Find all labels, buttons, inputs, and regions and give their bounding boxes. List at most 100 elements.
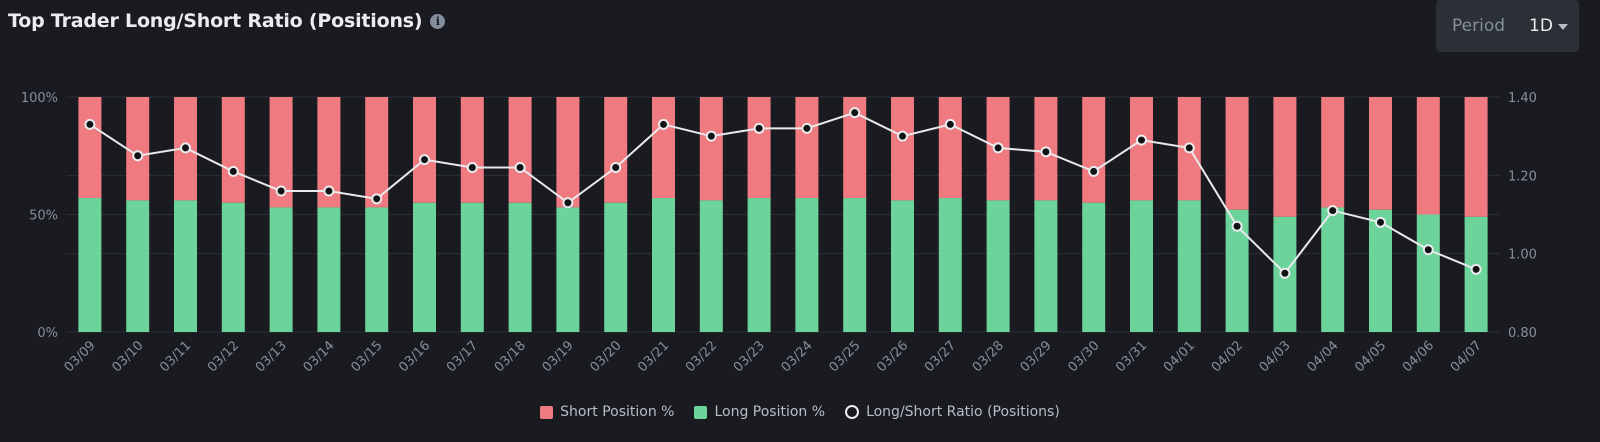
short-bar (652, 97, 675, 199)
x-tick-label: 03/22 (683, 338, 720, 375)
short-bar (938, 97, 962, 199)
short-bar (699, 97, 723, 201)
y-right-tick-label: 1.20 (1508, 169, 1537, 184)
short-bar (269, 97, 293, 208)
long-bar (413, 202, 436, 332)
ratio-point (466, 162, 478, 173)
ratio-point (753, 122, 765, 134)
y-right-tick-label: 1.00 (1508, 248, 1537, 263)
chevron-down-icon[interactable] (1557, 24, 1568, 30)
ratio-point (1040, 146, 1052, 158)
ratio-point (1136, 134, 1147, 146)
ratio-point (562, 197, 574, 209)
long-bar (317, 207, 341, 332)
long-bar (843, 198, 867, 332)
short-swatch-icon (540, 405, 554, 419)
long-swatch-icon (694, 405, 708, 419)
ratio-point (1375, 216, 1386, 228)
long-bar (747, 198, 771, 332)
long-bar (1177, 200, 1201, 332)
long-bar (604, 202, 628, 332)
long-bar (795, 198, 819, 332)
chart-legend: Short Position % Long Position % Long/Sh… (0, 404, 1600, 420)
short-bar (1416, 97, 1440, 215)
ratio-point (1470, 263, 1482, 275)
x-tick-label: 03/16 (396, 338, 433, 375)
ratio-point (371, 193, 383, 205)
short-bar (556, 97, 580, 208)
x-tick-label: 04/07 (1448, 338, 1485, 375)
ratio-point (132, 150, 144, 162)
ratio-point (944, 118, 956, 130)
period-value[interactable]: 1D (1529, 16, 1553, 36)
y-right-tick-label: 0.80 (1508, 326, 1537, 341)
short-bar (1273, 97, 1297, 217)
ratio-point (275, 185, 287, 197)
x-tick-label: 03/11 (157, 338, 194, 375)
long-bar (508, 202, 532, 332)
short-bar (317, 97, 341, 208)
x-tick-label: 03/10 (109, 338, 146, 375)
period-label: Period (1452, 16, 1506, 36)
ratio-point (1088, 165, 1100, 177)
ratio-point (1183, 142, 1195, 154)
long-bar (174, 200, 197, 332)
short-bar (604, 97, 628, 203)
legend-item-ratio[interactable]: Long/Short Ratio (Positions) (845, 404, 1060, 420)
legend-item-short[interactable]: Short Position % (540, 404, 674, 420)
chart-header: Top Trader Long/Short Ratio (Positions) … (8, 10, 446, 32)
y-left-tick-label: 0% (37, 326, 58, 341)
short-bar (1082, 97, 1106, 203)
y-left-tick-label: 100% (21, 91, 58, 106)
ratio-point (849, 107, 861, 119)
x-tick-label: 03/27 (922, 338, 959, 375)
x-tick-label: 03/12 (205, 338, 242, 375)
info-icon[interactable]: i (430, 13, 446, 29)
legend-label-short: Short Position % (560, 404, 675, 420)
ratio-point (1422, 244, 1434, 256)
long-bar (1130, 200, 1153, 332)
short-bar (1369, 97, 1392, 210)
long-short-chart: 0% 50% 100% 0.80 1.00 1.20 1.40 03/09 03/10 03/11… (21, 91, 1537, 375)
ratio-point (227, 165, 239, 177)
long-bar (1321, 207, 1345, 332)
x-tick-label: 03/26 (874, 338, 911, 375)
x-tick-label: 03/29 (1018, 338, 1055, 375)
x-tick-label: 03/24 (779, 338, 816, 375)
long-bar (1034, 200, 1058, 332)
period-selector[interactable]: Period 1D (1436, 0, 1579, 52)
long-bar (891, 200, 914, 332)
x-tick-label: 04/03 (1257, 338, 1294, 375)
short-bar (78, 97, 102, 199)
long-bar (1225, 209, 1249, 332)
x-tick-label: 04/05 (1352, 338, 1389, 375)
chart-title: Top Trader Long/Short Ratio (Positions) (8, 10, 423, 32)
long-bar (269, 207, 293, 332)
long-bar (1082, 202, 1106, 332)
long-bar (1369, 209, 1392, 332)
ratio-point (992, 142, 1004, 154)
x-tick-label: 03/28 (970, 338, 1007, 375)
x-tick-label: 03/09 (62, 338, 99, 375)
ratio-point (84, 118, 96, 130)
short-bar (747, 97, 771, 199)
legend-label-long: Long Position % (714, 404, 826, 420)
long-bar (365, 207, 389, 332)
short-bar (413, 97, 436, 203)
ratio-marker-icon (845, 405, 860, 419)
long-bar (460, 202, 484, 332)
short-bar (126, 97, 150, 201)
ratio-point (705, 130, 717, 142)
ratio-point (323, 185, 335, 197)
x-tick-label: 03/13 (253, 338, 290, 375)
short-bar (460, 97, 484, 203)
x-tick-label: 03/19 (540, 338, 577, 375)
ratio-point (897, 130, 908, 142)
x-tick-label: 03/25 (826, 338, 863, 375)
y-right-tick-label: 1.40 (1508, 91, 1537, 106)
long-bar (126, 200, 150, 332)
short-bar (221, 97, 245, 203)
x-tick-label: 03/23 (731, 338, 768, 375)
short-bar (843, 97, 867, 199)
legend-item-long[interactable]: Long Position % (694, 404, 825, 420)
